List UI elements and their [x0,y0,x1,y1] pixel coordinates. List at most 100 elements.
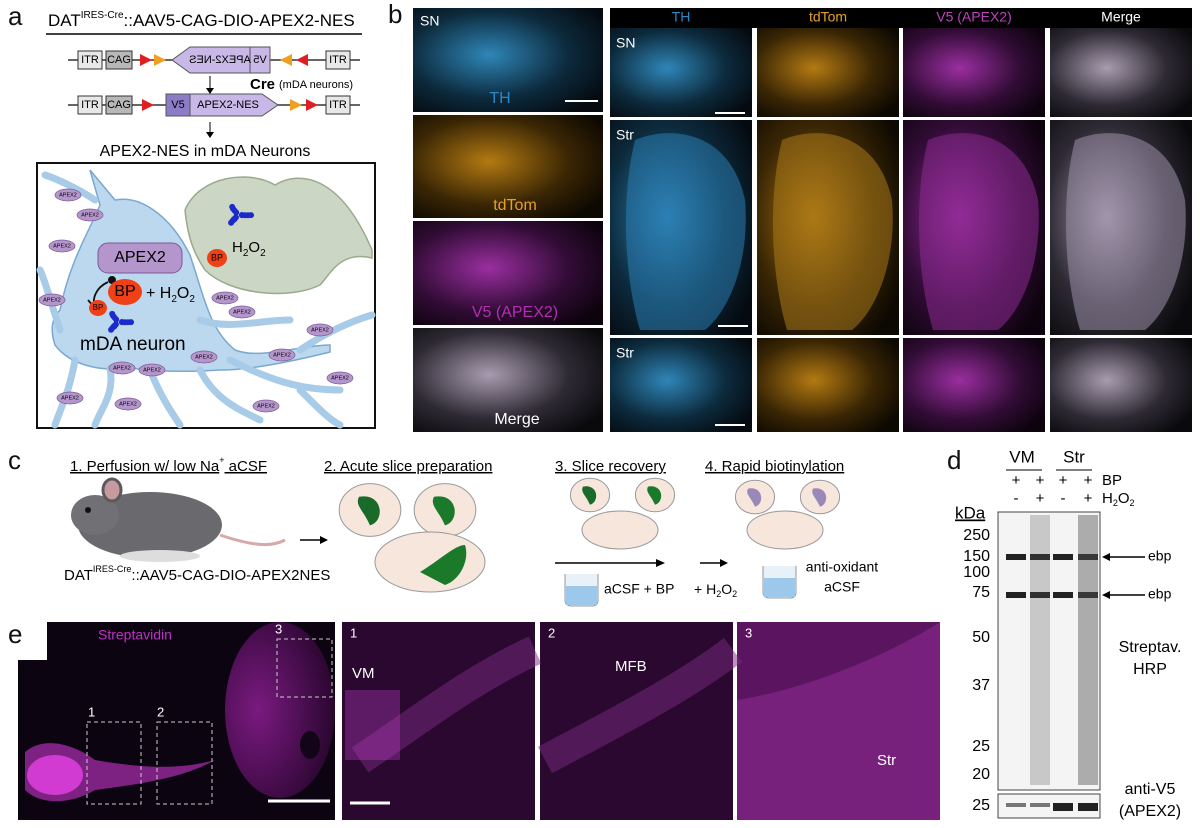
itr-box [325,50,351,70]
inset-number: 2 [548,625,555,640]
panel-label: d [947,445,961,475]
apex2-tag-label: APEX2 [257,403,275,409]
header-band [610,8,1192,28]
apex2-tag [211,291,239,305]
text: DAT [64,567,93,584]
apex2-tag-label: APEX2 [43,297,61,303]
micrograph [413,221,603,325]
superscript: IRES-Cre [81,10,124,21]
micrograph [413,328,603,432]
shadow [120,550,200,562]
apex2-tag-label: APEX2 [311,327,329,333]
column-header: Merge [1101,9,1141,25]
box-label: 2 [157,704,164,719]
mouse-tail [219,533,286,546]
biotin [233,209,240,216]
subscript: 2 [243,248,249,259]
panel-label: e [8,619,22,649]
labeled-region [582,486,597,505]
row-label: SN [616,35,635,51]
micrograph [413,115,603,218]
labeled-region [747,488,762,507]
apex2-tag-label: APEX2 [81,212,99,218]
apex2-label: APEX2 [114,249,166,266]
bp-sign: + [1036,472,1045,489]
slice [374,531,486,593]
column-header: V5 (APEX2) [936,9,1011,25]
panel-b: SN TH tdTom V5 (APEX2) Merge SN Str Str TH t… [413,8,1192,432]
apex2-tag-label: APEX2 [233,309,251,315]
text: ::AAV5-CAG-DIO-APEX2NES [131,567,330,584]
channel-label: tdTom [493,197,537,214]
inset-box [156,721,213,805]
labeled-region [420,545,467,585]
micrograph [1050,28,1192,117]
inset-number: 1 [350,625,357,640]
itr-label: ITR [81,54,99,66]
superscript: IRES-Cre [93,564,132,574]
diagram: APEX2 BP + H2O2 BP BP H2O2 mDA neuron AP… [36,169,376,429]
detection-label: (APEX2) [1119,803,1181,820]
subscript: 2 [1130,498,1135,508]
h2o2-sign: - [1061,490,1066,507]
micrograph [413,8,603,112]
note: (mDA neurons) [279,79,353,91]
active-site [108,276,116,284]
labeled-region [432,496,455,526]
micrograph [610,338,752,432]
mirrored-text: APEX2-NES V5 [189,54,267,66]
subscript: 2 [171,294,177,305]
text: O [721,581,732,597]
region-label: MFB [615,658,647,675]
slice [746,510,824,550]
apex2-tag [114,397,142,411]
marker-label: 37 [972,677,990,694]
text: ::AAV5-CAG-DIO-APEX2-NES [124,11,355,30]
loxp [140,54,152,66]
buffer-label: aCSF + BP [604,581,674,597]
apex2-tag [56,391,84,405]
biotin [118,319,125,326]
striatum-outline [918,133,1039,330]
cell-cluster [345,690,400,760]
apex2-tag-label: APEX2 [143,367,161,373]
text: H [1102,490,1113,507]
step-label: 2. Acute slice preparation [324,458,492,475]
itr-label: ITR [329,99,347,111]
micrograph [757,28,899,117]
micrograph [903,28,1045,117]
striatum-outline [1065,133,1186,330]
apex2-tag-label: APEX2 [53,243,71,249]
striatum-edge [737,622,940,820]
apex2-tag [48,239,76,253]
apex2-tag [54,188,82,202]
biotin [238,212,245,219]
biotin [111,323,118,330]
panel-label: c [8,445,21,475]
arrow-head [206,132,214,138]
subscript: 2 [260,248,266,259]
apex2-box [189,93,279,117]
row-label: Str [616,345,634,361]
striatum [225,622,335,798]
h2o2-sign: + [1036,490,1045,507]
channel-label: TH [489,90,510,107]
apex2-inverted [171,46,271,74]
column-header: tdTom [809,9,847,25]
result-label: APEX2-NES in mDA Neurons [100,143,311,160]
bp-label: BP [93,303,104,312]
text: 1. Perfusion w/ low Na [70,458,220,475]
bp-sign: + [1059,472,1068,489]
panel-e: Streptavidin 1 2 3 [18,621,335,820]
ventricle [300,731,320,759]
group-label: VM [1009,447,1035,466]
lox2272 [154,54,166,66]
apex2-label: APEX2-NES [189,54,251,66]
ebp-label: ebp [1148,586,1172,602]
loxp [142,99,154,111]
apex2-tag [138,363,166,377]
arrow-head [720,559,728,567]
labeled-region [647,486,662,505]
